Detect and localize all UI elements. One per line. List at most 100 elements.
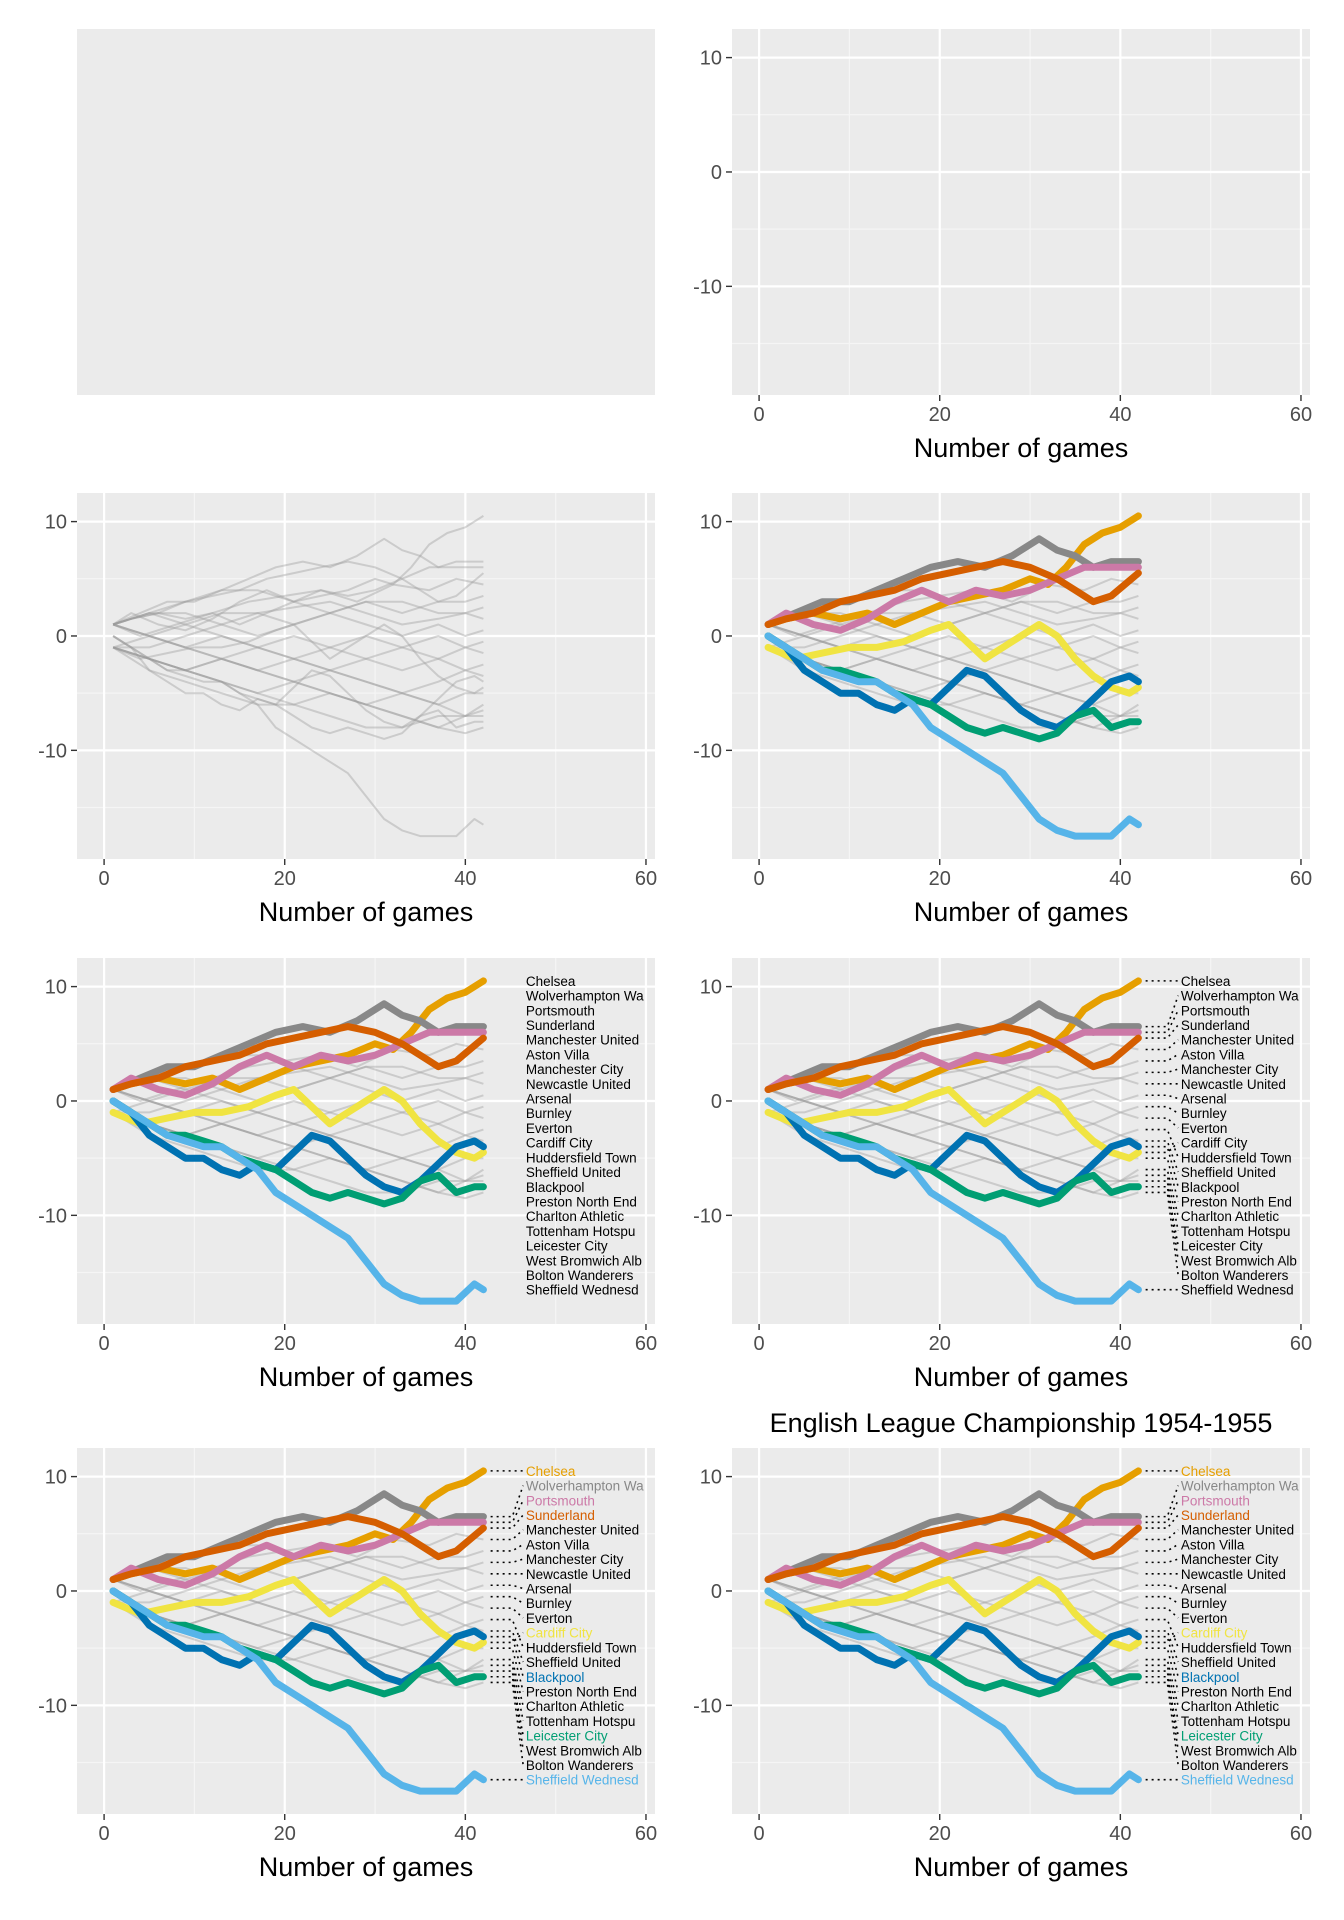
leader-line xyxy=(1145,1117,1179,1129)
y-tick-label: 10 xyxy=(700,48,722,70)
series-line-highlight xyxy=(764,512,1142,628)
series-line-highlight xyxy=(109,1023,487,1093)
team-label: Cardiff City xyxy=(526,1136,593,1151)
series-line-grey xyxy=(767,1578,1139,1627)
y-tick-label: -10 xyxy=(693,1695,722,1717)
x-tick-label: 0 xyxy=(99,868,110,890)
series-line-grey xyxy=(112,635,484,672)
team-label: Sheffield Wednesd xyxy=(1181,1773,1294,1788)
y-tick-label: -10 xyxy=(38,1695,67,1717)
leader-line xyxy=(1145,1024,1179,1039)
series-line-grey xyxy=(113,1065,484,1114)
leader-line xyxy=(1145,1658,1179,1707)
x-axis-title: Number of games xyxy=(914,897,1129,927)
x-tick-label: 40 xyxy=(1109,1823,1131,1845)
leader-line xyxy=(1145,1191,1179,1276)
series-line-grey xyxy=(112,1578,484,1627)
series-line-grey xyxy=(113,1555,484,1604)
team-label: Huddersfield Town xyxy=(1181,1640,1292,1655)
series-line-grey xyxy=(112,1578,484,1690)
x-tick-label: 20 xyxy=(274,868,296,890)
leader-line xyxy=(1145,1068,1179,1074)
series-line-grey xyxy=(112,1567,484,1672)
team-label: Bolton Wanderers xyxy=(1181,1268,1289,1283)
series-line-grey xyxy=(112,589,484,626)
leader-line xyxy=(490,1543,524,1552)
team-label: Manchester United xyxy=(1181,1523,1294,1538)
leader-line xyxy=(490,1595,524,1604)
series-line-grey xyxy=(112,560,485,626)
leader-line xyxy=(490,1632,524,1644)
leader-line xyxy=(1145,1009,1179,1034)
x-tick-label: 40 xyxy=(454,1823,476,1845)
team-label: Burnley xyxy=(1181,1596,1227,1611)
y-tick-label: 10 xyxy=(45,977,67,999)
series-line-highlight xyxy=(764,1518,1142,1589)
series-line-grey xyxy=(767,1088,1139,1200)
team-label: Wolverhampton Wa xyxy=(526,1479,644,1494)
series-line-grey xyxy=(112,1088,484,1137)
x-tick-label: 20 xyxy=(929,1333,951,1355)
x-axis-title: Number of games xyxy=(914,1362,1129,1392)
series-line-highlight xyxy=(109,1086,487,1162)
leader-line xyxy=(1145,1632,1179,1644)
x-tick-label: 0 xyxy=(754,1823,765,1845)
team-label: Huddersfield Town xyxy=(1181,1150,1292,1165)
leader-line xyxy=(490,1670,524,1751)
series-line-highlight xyxy=(764,1587,1142,1795)
series-line-highlight xyxy=(109,1097,487,1196)
leader-line xyxy=(490,1499,524,1524)
x-tick-label: 20 xyxy=(929,404,951,426)
team-label: Wolverhampton Wa xyxy=(526,989,644,1004)
team-label: West Bromwich Alb xyxy=(1181,1743,1297,1758)
team-label: West Bromwich Alb xyxy=(526,1743,642,1758)
team-label: West Bromwich Alb xyxy=(1181,1253,1297,1268)
x-tick-label: 20 xyxy=(274,1823,296,1845)
y-tick-label: -10 xyxy=(38,1205,67,1227)
leader-line xyxy=(1145,1670,1179,1751)
x-tick-label: 60 xyxy=(1290,868,1312,890)
team-label: Leicester City xyxy=(1181,1239,1263,1254)
team-label: Preston North End xyxy=(526,1194,637,1209)
x-tick-label: 40 xyxy=(1109,404,1131,426)
x-tick-label: 60 xyxy=(1290,1333,1312,1355)
team-label: Leicester City xyxy=(1181,1729,1263,1744)
series-line-highlight xyxy=(109,1576,487,1652)
team-label: Blackpool xyxy=(526,1670,585,1685)
series-line-grey xyxy=(112,623,484,672)
panel-6: 0 20 40 60 10 0 -10 Number of games ChelseaWolve… xyxy=(693,958,1312,1392)
y-tick-label: 0 xyxy=(711,1581,722,1603)
leader-line xyxy=(490,1607,524,1619)
y-tick-label: -10 xyxy=(693,1205,722,1227)
team-label: Bolton Wanderers xyxy=(526,1758,634,1773)
leader-line xyxy=(1145,1180,1179,1261)
team-label: Cardiff City xyxy=(1181,1136,1248,1151)
series-line-highlight xyxy=(764,1023,1142,1093)
team-label: Manchester City xyxy=(526,1552,624,1567)
y-tick-label: -10 xyxy=(38,740,67,762)
panel-background xyxy=(77,29,655,395)
leader-line xyxy=(490,1529,524,1541)
team-label: Everton xyxy=(1181,1611,1228,1626)
series-line-grey xyxy=(112,612,484,637)
leader-line xyxy=(1145,1168,1179,1217)
series-line-grey xyxy=(112,646,484,729)
x-tick-label: 0 xyxy=(754,868,765,890)
team-label: Sunderland xyxy=(526,1018,595,1033)
data-layer xyxy=(112,515,485,838)
team-label: Chelsea xyxy=(1181,1464,1231,1479)
team-label: Sunderland xyxy=(526,1508,595,1523)
team-label: Everton xyxy=(1181,1121,1228,1136)
y-tick-label: 10 xyxy=(45,512,67,534)
team-label: Burnley xyxy=(526,1596,572,1611)
data-layer xyxy=(109,1467,487,1795)
series-line-grey xyxy=(112,635,484,740)
team-label: Chelsea xyxy=(1181,974,1231,989)
series-line-highlight xyxy=(764,563,1142,634)
series-line-highlight xyxy=(109,1587,487,1686)
team-label: Manchester United xyxy=(526,1033,639,1048)
x-axis-title: Number of games xyxy=(914,433,1129,463)
